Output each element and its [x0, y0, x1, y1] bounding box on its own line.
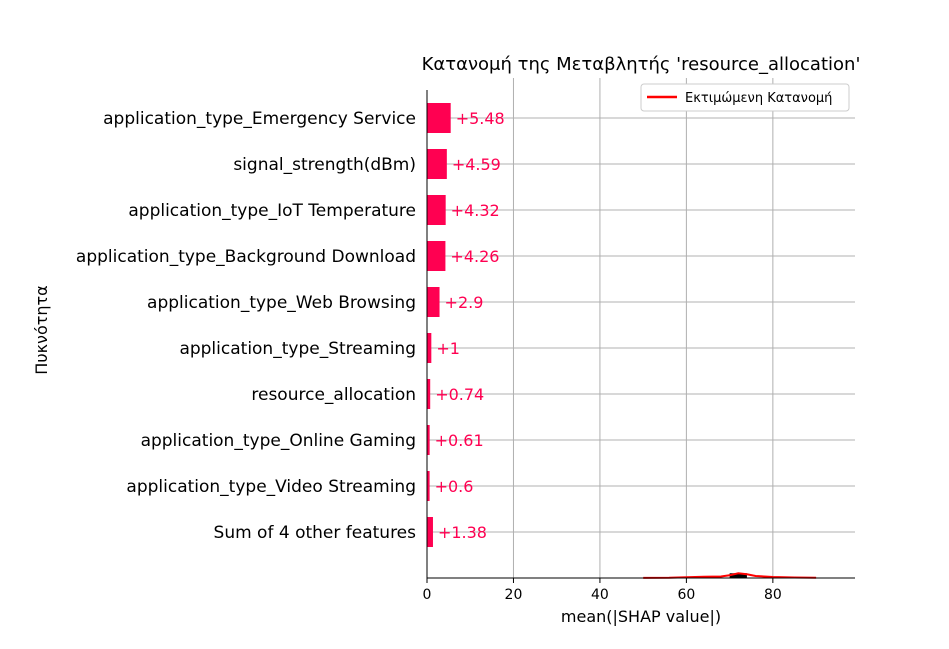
y-tick-label-1: signal_strength(dBm) [233, 155, 416, 175]
x-tick-label-4: 80 [764, 587, 782, 603]
bar-6 [427, 379, 431, 409]
axes [426, 90, 855, 583]
y-tick-label-3: application_type_Background Download [76, 247, 416, 267]
y-tick-labels: application_type_Emergency Service signal… [76, 109, 416, 543]
x-tick-label-0: 0 [423, 587, 432, 603]
bars [427, 103, 451, 547]
bar-3 [427, 241, 446, 271]
bar-7 [427, 425, 430, 455]
y-tick-label-4: application_type_Web Browsing [147, 293, 416, 313]
y-tick-label-7: application_type_Online Gaming [141, 431, 416, 451]
data-label-5: +1 [436, 339, 460, 358]
x-axis-label: mean(|SHAP value|) [561, 607, 721, 626]
gridlines [427, 78, 855, 578]
y-axis-label: Πυκνότητα [32, 285, 51, 374]
density-histogram-bar [729, 573, 747, 578]
y-tick-label-9: Sum of 4 other features [214, 523, 417, 543]
data-label-9: +1.38 [438, 523, 487, 542]
data-label-1: +4.59 [452, 155, 501, 174]
y-tick-label-2: application_type_IoT Temperature [128, 201, 416, 221]
data-labels: +5.48 +4.59 +4.32 +4.26 +2.9 +1 +0.74 +0.61 +0.6… [435, 109, 505, 542]
x-tick-label-1: 20 [505, 587, 523, 603]
x-tick-label-2: 40 [591, 587, 609, 603]
data-label-0: +5.48 [456, 109, 505, 128]
y-tick-label-0: application_type_Emergency Service [103, 109, 416, 129]
legend-label: Εκτιμώμενη Κατανομή [685, 91, 832, 106]
bar-4 [427, 287, 440, 317]
density-layer [643, 572, 817, 579]
y-tick-label-6: resource_allocation [251, 385, 416, 405]
legend: Εκτιμώμενη Κατανομή [640, 83, 850, 112]
bar-9 [427, 517, 433, 547]
data-label-7: +0.61 [435, 431, 484, 450]
bar-5 [427, 333, 432, 363]
x-tick-label-3: 60 [677, 587, 695, 603]
x-tick-labels: 0 20 40 60 80 [423, 587, 782, 603]
bar-2 [427, 195, 446, 225]
data-label-4: +2.9 [445, 293, 484, 312]
data-label-2: +4.32 [451, 201, 500, 220]
bar-1 [427, 149, 447, 179]
data-label-6: +0.74 [435, 385, 484, 404]
data-label-3: +4.26 [450, 247, 499, 266]
bar-0 [427, 103, 451, 133]
legend-box [640, 83, 850, 112]
chart-title: Κατανομή της Μεταβλητής 'resource_alloca… [422, 54, 861, 75]
y-tick-label-8: application_type_Video Streaming [126, 477, 416, 497]
y-tick-label-5: application_type_Streaming [179, 339, 416, 359]
bar-8 [427, 471, 430, 501]
data-label-8: +0.6 [435, 477, 474, 496]
density-line [643, 572, 817, 579]
